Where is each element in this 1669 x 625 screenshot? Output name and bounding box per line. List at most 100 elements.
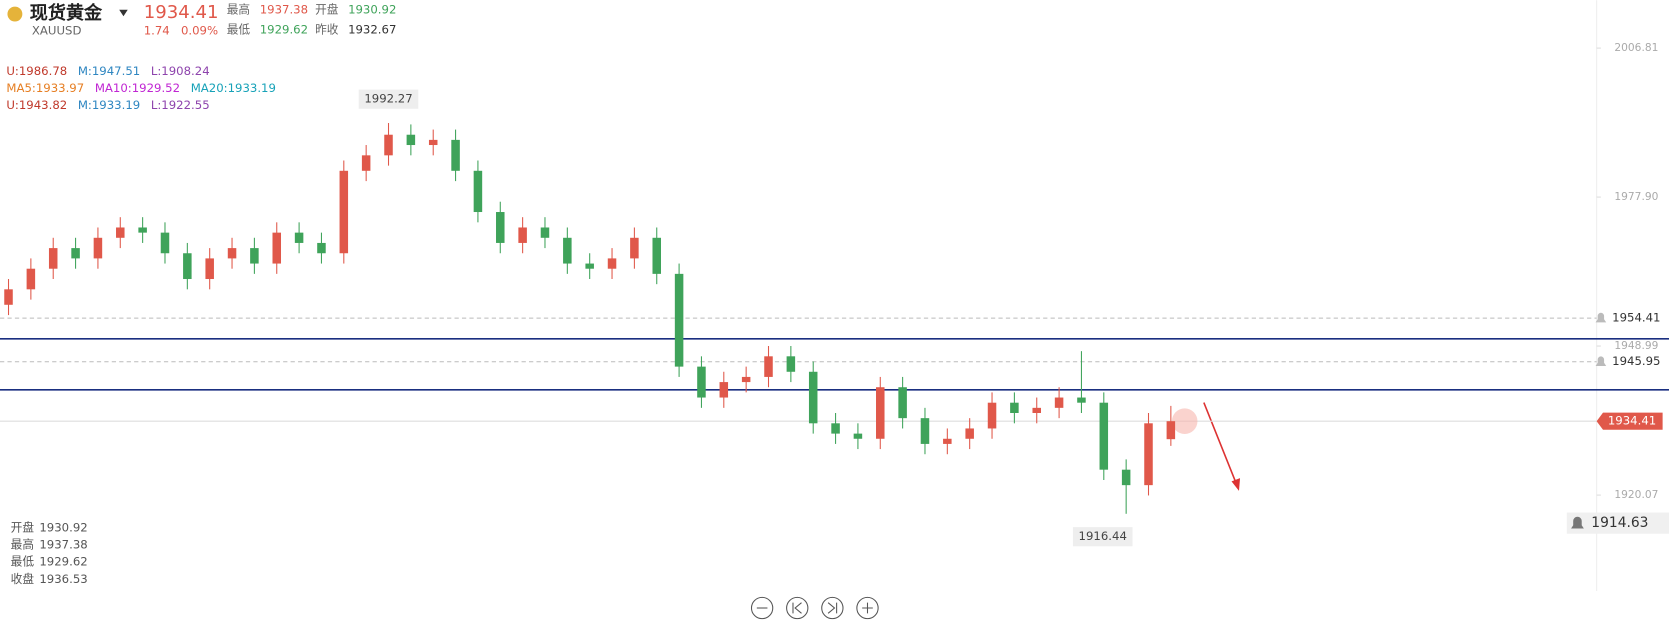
candle-body [26, 268, 36, 290]
legend-entry: M:1933.19 [78, 98, 140, 112]
icon [862, 602, 873, 614]
candle-body [965, 428, 974, 439]
candle-body [250, 248, 259, 264]
stat-value: 1937.38 [260, 2, 308, 16]
candle-body [160, 232, 170, 254]
y-tick-label: 1948.99 [1614, 339, 1658, 352]
candle-body [920, 418, 930, 444]
candle-body [741, 376, 751, 383]
candle-body [518, 227, 527, 243]
icon [792, 602, 802, 614]
candle-body [1077, 397, 1086, 403]
candle-body [853, 433, 863, 439]
last-price-tag [1596, 412, 1663, 430]
alert-label: 1945.95 [1612, 354, 1660, 368]
icon [827, 602, 838, 614]
bell-icon [1595, 356, 1607, 366]
candle-body [205, 258, 214, 280]
legend-entry: MA20:1933.19 [191, 81, 276, 95]
candle-body [227, 248, 237, 259]
candle-body [786, 356, 796, 372]
candle-body [71, 248, 80, 259]
alert-tag [1566, 512, 1669, 534]
candle-body [697, 366, 706, 398]
y-tick-label: 1920.07 [1614, 488, 1658, 501]
stat-value: 1929.62 [260, 23, 308, 37]
candle-body [116, 227, 125, 238]
bell-icon [1595, 312, 1607, 323]
candle-body [563, 237, 572, 264]
candle-body [719, 382, 729, 398]
ohlc-label: 开盘 [11, 521, 35, 535]
trend-arrow [1203, 402, 1239, 489]
bell-icon [1571, 516, 1584, 529]
candle-body [451, 139, 460, 171]
dropdown-arrow[interactable] [119, 9, 128, 17]
ohlc-value: 1937.38 [39, 538, 87, 552]
candle-body [1144, 423, 1153, 486]
y-tick-label: 1977.90 [1614, 190, 1658, 203]
low-label: 1916.44 [1079, 529, 1127, 543]
change-pct: 0.09% [181, 24, 218, 38]
gold-icon [7, 6, 23, 22]
ohlc-label: 最低 [11, 555, 35, 569]
change: 1.74 [144, 24, 170, 38]
candle-body [294, 232, 304, 243]
price: 1934.41 [144, 2, 219, 23]
candle-body [272, 232, 282, 264]
candle-body [876, 387, 885, 439]
ohlc-value: 1936.53 [39, 572, 87, 586]
stat-value: 1932.67 [348, 23, 396, 37]
alert-price-label: 1914.63 [1591, 515, 1648, 531]
candle-body [585, 263, 594, 269]
stat-label: 最低 [227, 23, 251, 37]
candle-body [4, 289, 13, 305]
stat-label: 最高 [227, 2, 250, 16]
legend-entry: U:1986.78 [6, 64, 67, 78]
candle-body [1099, 402, 1109, 470]
candle-body [943, 438, 952, 444]
candle-body [183, 253, 192, 280]
legend-entry: L:1922.55 [151, 98, 210, 112]
stat-value: 1930.92 [348, 2, 396, 16]
candle-body [496, 212, 505, 243]
candle-body [630, 237, 639, 259]
asset-symbol: XAUUSD [32, 24, 82, 38]
legend-entry: MA10:1929.52 [95, 81, 180, 95]
candle-body [674, 273, 684, 367]
legend-entry: MA5:1933.97 [6, 81, 84, 95]
candle-body [138, 227, 147, 233]
candle-body [93, 237, 103, 259]
candle-body [48, 248, 58, 269]
candle-body [406, 134, 416, 146]
candle-body [384, 134, 393, 156]
candle-body [339, 170, 349, 254]
high-label: 1992.27 [364, 92, 412, 106]
candle-body [652, 237, 662, 274]
candle-body [1121, 469, 1131, 486]
candle-body [764, 356, 773, 377]
label-box [358, 89, 419, 109]
next[interactable] [821, 596, 844, 620]
candle-body [540, 227, 550, 238]
legend-entry: U:1943.82 [6, 98, 67, 112]
candle-body [428, 139, 438, 146]
last-price-label: 1934.41 [1608, 414, 1656, 428]
nav-buttons [750, 596, 879, 620]
prev[interactable] [786, 596, 809, 620]
asset-name: 现货黄金 [30, 2, 103, 24]
label-box [1072, 527, 1133, 547]
candle-body [1166, 421, 1176, 440]
stat-label: 开盘 [315, 2, 339, 16]
ohlc-value: 1929.62 [39, 555, 87, 569]
candle-body [1032, 407, 1041, 413]
ohlc-label: 最高 [11, 538, 34, 552]
candle-body [898, 387, 907, 419]
candle-body [987, 402, 997, 429]
alert-label: 1954.41 [1612, 311, 1660, 325]
ohlc-value: 1930.92 [39, 521, 87, 535]
candle-body [1010, 402, 1019, 413]
trend-arrow-head [1231, 478, 1241, 491]
